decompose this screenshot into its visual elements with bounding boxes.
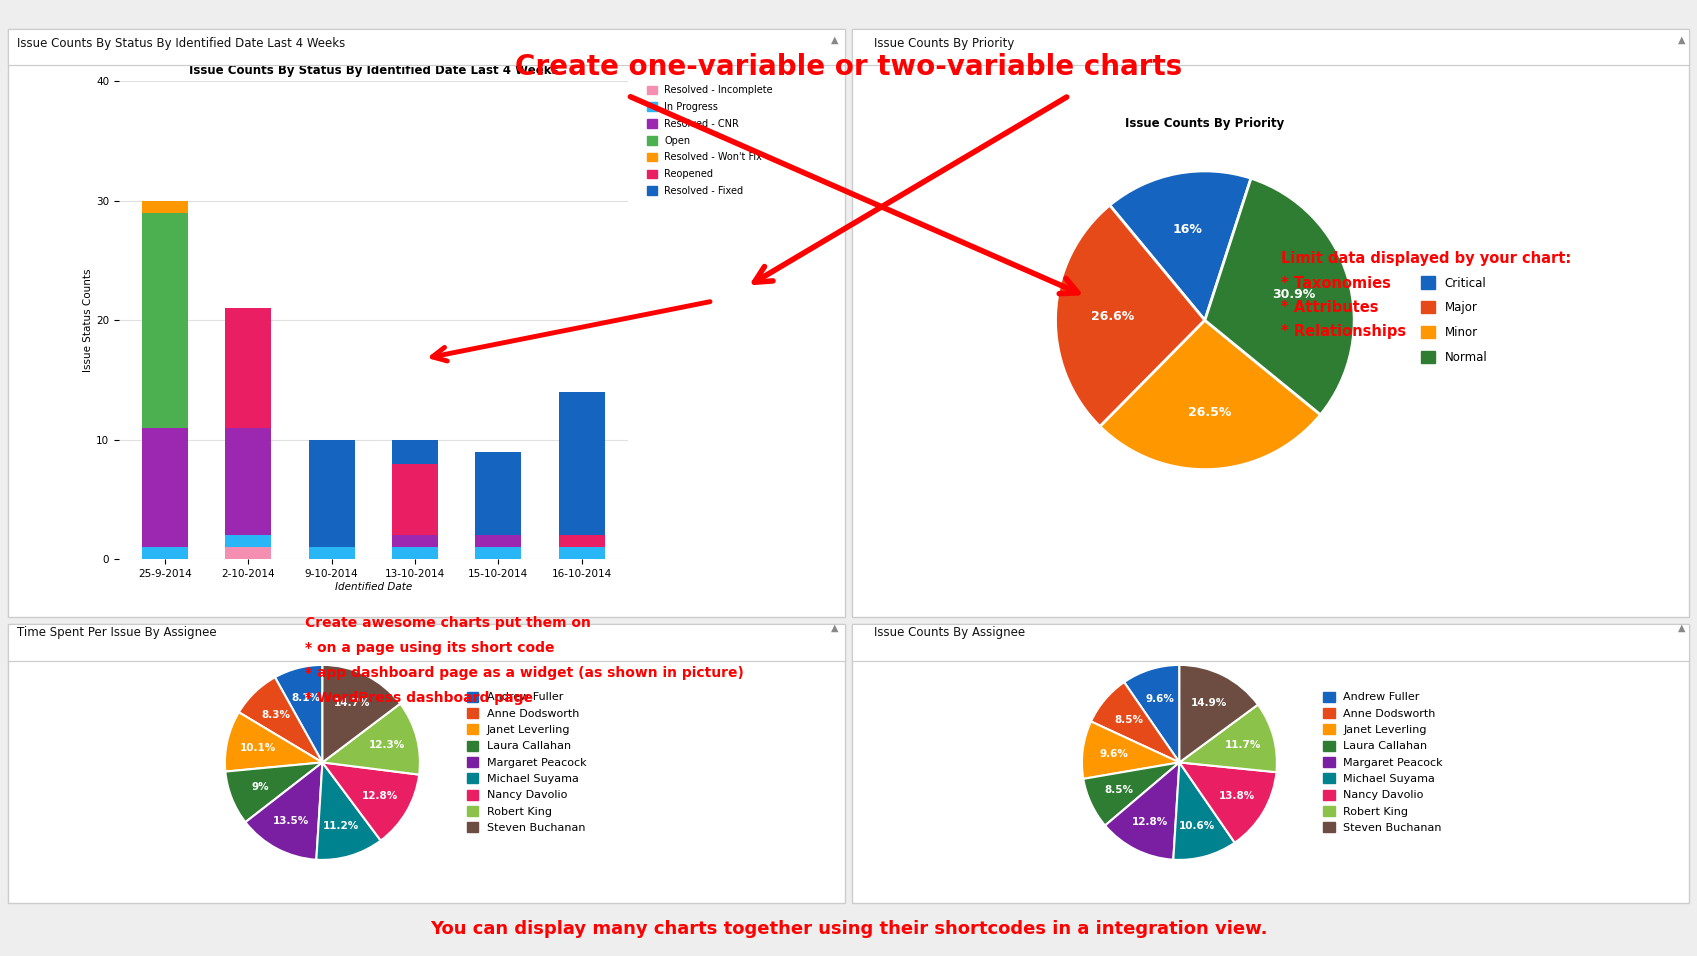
Wedge shape: [1179, 705, 1276, 772]
Text: * Relationships: * Relationships: [1281, 324, 1407, 339]
Text: 9.6%: 9.6%: [1100, 749, 1129, 759]
Wedge shape: [1100, 320, 1320, 469]
Wedge shape: [1091, 682, 1179, 763]
Text: 26.5%: 26.5%: [1188, 406, 1232, 420]
Text: * WordPress dashboard page: * WordPress dashboard page: [305, 691, 533, 705]
Text: Issue Counts By Priority: Issue Counts By Priority: [874, 36, 1015, 50]
Title: Time Spent Per Issue By Assignee: Time Spent Per Issue By Assignee: [210, 625, 434, 638]
Wedge shape: [322, 704, 419, 774]
Wedge shape: [246, 763, 322, 859]
Bar: [558, 547, 604, 559]
Bar: [475, 547, 521, 559]
Wedge shape: [1110, 171, 1251, 320]
Text: 10.1%: 10.1%: [239, 743, 277, 752]
Bar: [226, 535, 272, 547]
Bar: [143, 547, 188, 559]
Title: Issue Counts By Priority: Issue Counts By Priority: [1125, 117, 1285, 130]
Text: 13.8%: 13.8%: [1218, 792, 1254, 801]
Text: Create awesome charts put them on: Create awesome charts put them on: [305, 617, 591, 630]
Wedge shape: [226, 763, 322, 822]
Text: You can display many charts together using their shortcodes in a integration vie: You can display many charts together usi…: [429, 921, 1268, 938]
Wedge shape: [1083, 763, 1179, 825]
Wedge shape: [239, 677, 322, 763]
Text: Issue Counts By Status By Identified Date Last 4 Weeks: Issue Counts By Status By Identified Dat…: [17, 36, 344, 50]
Wedge shape: [1105, 763, 1179, 859]
Text: 8.5%: 8.5%: [1115, 715, 1144, 725]
Text: 10.6%: 10.6%: [1179, 821, 1215, 832]
Text: 12.3%: 12.3%: [368, 740, 404, 750]
Bar: [475, 535, 521, 547]
Bar: [392, 440, 438, 464]
Bar: [143, 213, 188, 428]
Wedge shape: [275, 665, 322, 763]
X-axis label: Identified Date: Identified Date: [334, 582, 412, 592]
Text: ▲: ▲: [832, 35, 838, 45]
Wedge shape: [226, 712, 322, 771]
Text: 12.8%: 12.8%: [1132, 816, 1168, 827]
Wedge shape: [1056, 206, 1205, 426]
Text: * Attributes: * Attributes: [1281, 300, 1378, 315]
Text: 9%: 9%: [251, 782, 270, 792]
Bar: [558, 535, 604, 547]
Text: ▲: ▲: [1678, 35, 1685, 45]
Text: 11.2%: 11.2%: [322, 821, 360, 831]
Bar: [226, 547, 272, 559]
Text: 16%: 16%: [1173, 223, 1203, 236]
Text: * Taxonomies: * Taxonomies: [1281, 276, 1392, 292]
Wedge shape: [322, 665, 400, 763]
Bar: [475, 452, 521, 535]
Text: 14.7%: 14.7%: [334, 698, 370, 708]
Bar: [226, 308, 272, 428]
Legend: Resolved - Incomplete, In Progress, Resolved - CNR, Open, Resolved - Won't Fix, : Resolved - Incomplete, In Progress, Reso…: [643, 81, 777, 200]
Text: 30.9%: 30.9%: [1273, 288, 1315, 300]
Wedge shape: [322, 763, 419, 840]
Text: 8.3%: 8.3%: [261, 709, 290, 720]
Text: 11.7%: 11.7%: [1225, 740, 1261, 750]
Wedge shape: [1179, 763, 1276, 843]
Bar: [143, 201, 188, 213]
Title: Issue Counts By Assignee: Issue Counts By Assignee: [1095, 625, 1264, 638]
Text: * app dashboard page as a widget (as shown in picture): * app dashboard page as a widget (as sho…: [305, 666, 745, 680]
Text: 13.5%: 13.5%: [273, 816, 309, 826]
Y-axis label: Issue Status Counts: Issue Status Counts: [83, 269, 93, 372]
Text: 12.8%: 12.8%: [361, 791, 397, 801]
Wedge shape: [1123, 665, 1179, 763]
Legend: Andrew Fuller, Anne Dodsworth, Janet Leverling, Laura Callahan, Margaret Peacock: Andrew Fuller, Anne Dodsworth, Janet Lev…: [462, 687, 591, 837]
Bar: [392, 464, 438, 535]
Wedge shape: [1173, 763, 1235, 859]
Bar: [392, 547, 438, 559]
Text: Create one-variable or two-variable charts: Create one-variable or two-variable char…: [514, 53, 1183, 81]
Bar: [392, 535, 438, 547]
Text: ▲: ▲: [832, 623, 838, 633]
Wedge shape: [1205, 178, 1354, 415]
Text: Issue Counts By Assignee: Issue Counts By Assignee: [874, 626, 1025, 640]
Legend: Critical, Major, Minor, Normal: Critical, Major, Minor, Normal: [1415, 272, 1492, 369]
Text: 9.6%: 9.6%: [1145, 694, 1174, 705]
Wedge shape: [316, 763, 380, 859]
Bar: [143, 428, 188, 547]
Bar: [558, 392, 604, 535]
Title: Issue Counts By Status By Identified Date Last 4 Weeks: Issue Counts By Status By Identified Dat…: [188, 64, 558, 77]
Text: Time Spent Per Issue By Assignee: Time Spent Per Issue By Assignee: [17, 626, 217, 640]
Text: ▲: ▲: [1678, 623, 1685, 633]
Text: Limit data displayed by your chart:: Limit data displayed by your chart:: [1281, 250, 1571, 266]
Text: 14.9%: 14.9%: [1191, 698, 1227, 708]
Text: * on a page using its short code: * on a page using its short code: [305, 641, 555, 655]
Bar: [226, 428, 272, 535]
Legend: Andrew Fuller, Anne Dodsworth, Janet Leverling, Laura Callahan, Margaret Peacock: Andrew Fuller, Anne Dodsworth, Janet Lev…: [1319, 687, 1448, 837]
Wedge shape: [1179, 665, 1257, 763]
Text: 8.5%: 8.5%: [1105, 786, 1134, 795]
Bar: [309, 440, 355, 547]
Wedge shape: [1083, 722, 1179, 779]
Bar: [309, 547, 355, 559]
Text: 26.6%: 26.6%: [1091, 310, 1134, 323]
Text: 8.1%: 8.1%: [292, 693, 321, 704]
